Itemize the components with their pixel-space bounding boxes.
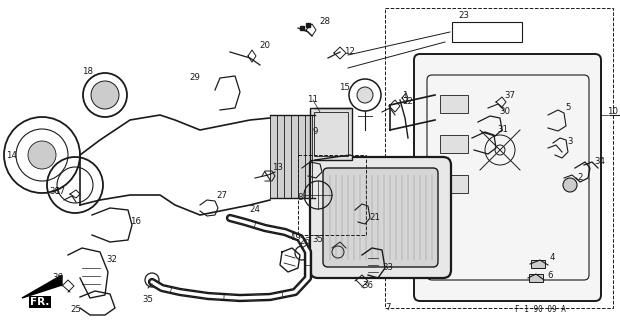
Text: 3: 3 <box>567 138 573 147</box>
Text: 27: 27 <box>216 191 228 201</box>
Text: 38: 38 <box>50 188 61 196</box>
Text: FR.: FR. <box>30 297 50 307</box>
Bar <box>298 155 366 235</box>
Text: 23: 23 <box>459 12 469 20</box>
Text: 5: 5 <box>565 103 571 113</box>
Text: 19: 19 <box>290 234 301 243</box>
Text: 8: 8 <box>297 194 303 203</box>
Bar <box>529 274 543 282</box>
Text: 21: 21 <box>370 213 381 222</box>
Circle shape <box>28 141 56 169</box>
Text: 29: 29 <box>190 74 200 83</box>
Text: 9: 9 <box>312 127 317 137</box>
Bar <box>385 8 613 308</box>
Text: 36: 36 <box>53 274 63 283</box>
FancyBboxPatch shape <box>323 168 438 267</box>
Text: 13: 13 <box>273 164 283 172</box>
Bar <box>531 260 545 268</box>
Bar <box>310 108 352 160</box>
Text: 24: 24 <box>249 205 260 214</box>
FancyBboxPatch shape <box>414 54 601 301</box>
Text: 30: 30 <box>500 108 510 116</box>
Text: 11: 11 <box>308 95 319 105</box>
Polygon shape <box>22 275 62 298</box>
Text: 22: 22 <box>402 98 414 107</box>
Text: 20: 20 <box>260 41 270 50</box>
Text: 32: 32 <box>107 255 118 265</box>
Circle shape <box>91 81 119 109</box>
Circle shape <box>563 178 577 192</box>
Bar <box>440 135 468 153</box>
Bar <box>440 175 468 193</box>
Text: 35: 35 <box>312 236 324 244</box>
Text: 36: 36 <box>363 281 373 290</box>
Text: 37: 37 <box>505 92 515 100</box>
Text: 34: 34 <box>595 157 606 166</box>
Text: 7: 7 <box>385 303 391 313</box>
Text: 10: 10 <box>608 108 619 116</box>
Text: 26: 26 <box>299 237 311 246</box>
Circle shape <box>357 87 373 103</box>
Text: 2: 2 <box>577 172 583 181</box>
Text: F 1 90 09 A: F 1 90 09 A <box>515 306 565 315</box>
Text: 33: 33 <box>383 263 394 273</box>
Text: 14: 14 <box>6 150 17 159</box>
FancyBboxPatch shape <box>310 157 451 278</box>
Text: 25: 25 <box>71 306 81 315</box>
Text: 1: 1 <box>402 91 408 100</box>
Bar <box>452 22 522 42</box>
Bar <box>270 115 315 198</box>
Bar <box>440 95 468 113</box>
Text: 17: 17 <box>55 188 66 196</box>
Text: 12: 12 <box>345 47 355 57</box>
Text: 31: 31 <box>497 125 508 134</box>
Text: 16: 16 <box>130 218 141 227</box>
Text: 15: 15 <box>340 84 350 92</box>
Text: 18: 18 <box>82 68 94 76</box>
Text: 28: 28 <box>319 18 330 27</box>
Bar <box>314 112 348 156</box>
Text: 35: 35 <box>143 295 154 305</box>
Text: 4: 4 <box>549 253 555 262</box>
Text: 6: 6 <box>547 270 553 279</box>
